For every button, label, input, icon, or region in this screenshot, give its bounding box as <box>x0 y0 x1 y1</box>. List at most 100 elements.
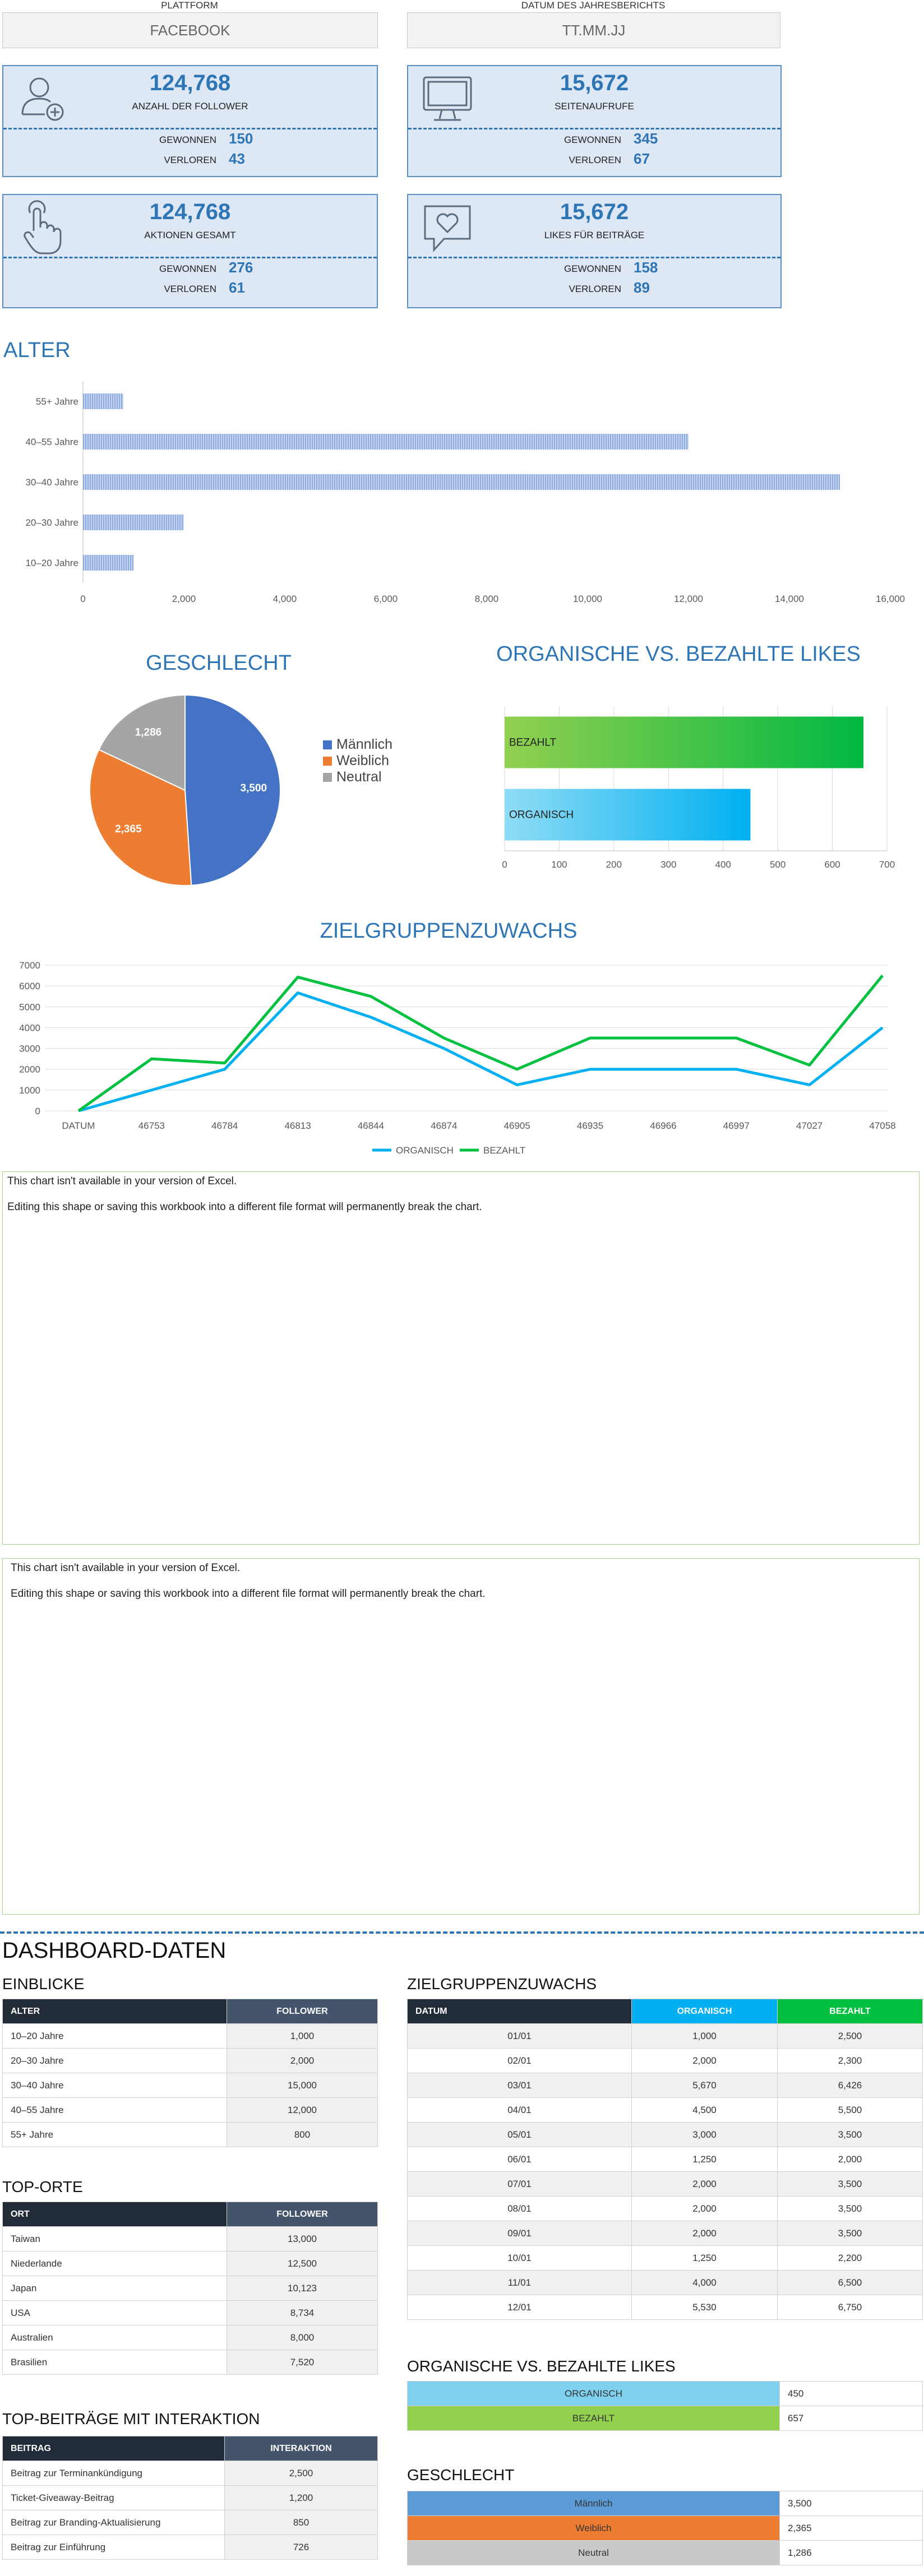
cell-date[interactable]: 12/01 <box>407 2295 632 2320</box>
table-row[interactable]: Männlich 3,500 <box>407 2491 923 2516</box>
cell-gender[interactable]: Männlich <box>407 2491 780 2516</box>
table-row[interactable]: 03/01 5,670 6,426 <box>407 2073 923 2098</box>
cell-location[interactable]: Australien <box>2 2325 227 2350</box>
cell-count[interactable]: 3,500 <box>779 2491 923 2516</box>
age-bar[interactable] <box>83 434 689 450</box>
cell-location[interactable]: Japan <box>2 2276 227 2301</box>
cell-organic[interactable]: 2,000 <box>631 2048 778 2073</box>
age-bar[interactable] <box>83 474 840 490</box>
cell-post[interactable]: Beitrag zur Terminankündigung <box>2 2461 225 2486</box>
cell-post[interactable]: Beitrag zur Branding-Aktualisierung <box>2 2510 225 2535</box>
cell-paid[interactable]: 3,500 <box>777 2221 923 2246</box>
cell-gender[interactable]: Neutral <box>407 2540 780 2565</box>
cell-age[interactable]: 40–55 Jahre <box>2 2097 227 2123</box>
cell-followers[interactable]: 12,500 <box>227 2251 378 2276</box>
cell-paid[interactable]: 3,500 <box>777 2171 923 2197</box>
cell-count[interactable]: 1,286 <box>779 2540 923 2565</box>
cell-followers[interactable]: 8,000 <box>227 2325 378 2350</box>
cell-followers[interactable]: 13,000 <box>227 2226 378 2251</box>
cell-post[interactable]: Beitrag zur Einführung <box>2 2535 225 2560</box>
table-row[interactable]: Japan 10,123 <box>2 2276 378 2301</box>
table-row[interactable]: Neutral 1,286 <box>407 2540 923 2565</box>
pie-slice[interactable] <box>184 694 281 886</box>
op-bar[interactable] <box>505 789 751 841</box>
line-series-organisch[interactable] <box>78 991 884 1113</box>
cell-date[interactable]: 02/01 <box>407 2048 632 2073</box>
cell-followers[interactable]: 10,123 <box>227 2276 378 2301</box>
cell-paid[interactable]: 6,426 <box>777 2073 923 2098</box>
cell-organic[interactable]: 1,250 <box>631 2245 778 2271</box>
cell-organic[interactable]: 2,000 <box>631 2221 778 2246</box>
cell-age[interactable]: 20–30 Jahre <box>2 2048 227 2073</box>
line-series-bezahlt[interactable] <box>77 974 884 1113</box>
pie-slice[interactable] <box>98 694 186 791</box>
cell-organic[interactable]: 5,670 <box>631 2073 778 2098</box>
table-row[interactable]: 02/01 2,000 2,300 <box>407 2048 923 2073</box>
table-row[interactable]: ORGANISCH 450 <box>407 2381 923 2406</box>
cell-organic[interactable]: 1,000 <box>631 2023 778 2049</box>
cell-date[interactable]: 07/01 <box>407 2171 632 2197</box>
cell-organic[interactable]: 4,000 <box>631 2270 778 2295</box>
cell-followers[interactable]: 15,000 <box>227 2073 378 2098</box>
cell-paid[interactable]: 2,300 <box>777 2048 923 2073</box>
cell-date[interactable]: 09/01 <box>407 2221 632 2246</box>
table-row[interactable]: Weiblich 2,365 <box>407 2515 923 2541</box>
cell-age[interactable]: 30–40 Jahre <box>2 2073 227 2098</box>
table-row[interactable]: Niederlande 12,500 <box>2 2251 378 2276</box>
table-row[interactable]: BEZAHLT 657 <box>407 2406 923 2431</box>
cell-likes[interactable]: 450 <box>779 2381 923 2406</box>
cell-interaction[interactable]: 1,200 <box>224 2485 378 2510</box>
cell-interaction[interactable]: 850 <box>224 2510 378 2535</box>
table-row[interactable]: 05/01 3,000 3,500 <box>407 2122 923 2147</box>
pie-slice[interactable] <box>89 749 192 886</box>
cell-paid[interactable]: 3,500 <box>777 2122 923 2147</box>
table-row[interactable]: 11/01 4,000 6,500 <box>407 2270 923 2295</box>
table-row[interactable]: Beitrag zur Terminankündigung 2,500 <box>2 2461 378 2486</box>
cell-paid[interactable]: 6,750 <box>777 2295 923 2320</box>
table-row[interactable]: USA 8,734 <box>2 2300 378 2325</box>
cell-followers[interactable]: 8,734 <box>227 2300 378 2325</box>
unavailable-chart-1[interactable]: This chart isn't available in your versi… <box>2 1171 920 1545</box>
cell-gender[interactable]: Weiblich <box>407 2515 780 2541</box>
table-row[interactable]: 30–40 Jahre 15,000 <box>2 2073 378 2098</box>
age-bar[interactable] <box>83 555 133 571</box>
cell-followers[interactable]: 12,000 <box>227 2097 378 2123</box>
cell-paid[interactable]: 2,000 <box>777 2147 923 2172</box>
cell-organic[interactable]: 3,000 <box>631 2122 778 2147</box>
table-row[interactable]: Beitrag zur Branding-Aktualisierung 850 <box>2 2510 378 2535</box>
cell-date[interactable]: 10/01 <box>407 2245 632 2271</box>
cell-organic[interactable]: 2,000 <box>631 2196 778 2221</box>
cell-location[interactable]: Niederlande <box>2 2251 227 2276</box>
table-row[interactable]: 07/01 2,000 3,500 <box>407 2171 923 2197</box>
table-row[interactable]: 10–20 Jahre 1,000 <box>2 2023 378 2049</box>
cell-date[interactable]: 05/01 <box>407 2122 632 2147</box>
cell-organic[interactable]: 5,530 <box>631 2295 778 2320</box>
cell-type[interactable]: ORGANISCH <box>407 2381 780 2406</box>
cell-date[interactable]: 11/01 <box>407 2270 632 2295</box>
report-date-field[interactable]: TT.MM.JJ <box>407 12 780 48</box>
age-bar[interactable] <box>83 515 184 530</box>
table-row[interactable]: 08/01 2,000 3,500 <box>407 2196 923 2221</box>
op-bar[interactable] <box>505 716 864 768</box>
cell-paid[interactable]: 3,500 <box>777 2196 923 2221</box>
platform-field[interactable]: FACEBOOK <box>2 12 378 48</box>
table-row[interactable]: Brasilien 7,520 <box>2 2350 378 2375</box>
cell-date[interactable]: 01/01 <box>407 2023 632 2049</box>
unavailable-chart-2[interactable]: This chart isn't available in your versi… <box>2 1558 920 1915</box>
cell-type[interactable]: BEZAHLT <box>407 2406 780 2431</box>
cell-location[interactable]: Brasilien <box>2 2350 227 2375</box>
cell-paid[interactable]: 6,500 <box>777 2270 923 2295</box>
table-row[interactable]: 09/01 2,000 3,500 <box>407 2221 923 2246</box>
cell-followers[interactable]: 2,000 <box>227 2048 378 2073</box>
age-bar[interactable] <box>83 393 123 409</box>
table-row[interactable]: 10/01 1,250 2,200 <box>407 2245 923 2271</box>
cell-age[interactable]: 55+ Jahre <box>2 2122 227 2147</box>
cell-date[interactable]: 03/01 <box>407 2073 632 2098</box>
cell-followers[interactable]: 7,520 <box>227 2350 378 2375</box>
table-row[interactable]: 01/01 1,000 2,500 <box>407 2023 923 2049</box>
cell-organic[interactable]: 1,250 <box>631 2147 778 2172</box>
cell-likes[interactable]: 657 <box>779 2406 923 2431</box>
table-row[interactable]: 04/01 4,500 5,500 <box>407 2097 923 2123</box>
cell-location[interactable]: Taiwan <box>2 2226 227 2251</box>
cell-paid[interactable]: 5,500 <box>777 2097 923 2123</box>
